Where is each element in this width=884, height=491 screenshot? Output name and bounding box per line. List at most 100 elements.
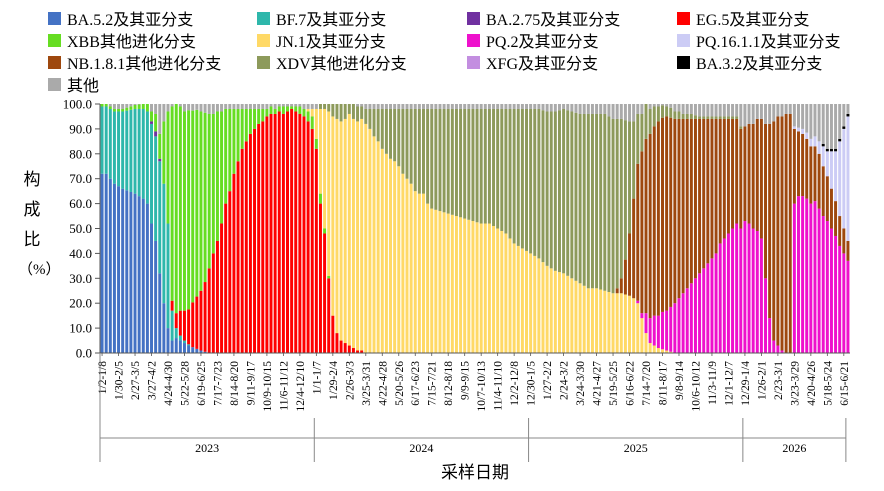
x-tick-label: 2/24-3/2: [559, 361, 571, 400]
bar-segment: [215, 240, 219, 353]
bar-segment: [434, 108, 438, 210]
bar-segment: [656, 104, 660, 107]
bar-segment: [306, 111, 310, 122]
bar-segment: [475, 222, 479, 353]
bar-segment: [813, 146, 817, 202]
bar-segment: [661, 311, 664, 350]
bar-segment: [648, 343, 652, 353]
bar-segment: [834, 235, 838, 353]
bar-segment: [702, 104, 706, 117]
bar-segment: [154, 131, 158, 137]
bar-segment: [821, 143, 825, 147]
bar-segment: [735, 223, 739, 353]
x-tick-label: 9/8-9/14: [674, 361, 686, 400]
bar-segment: [450, 108, 454, 215]
bar-segment: [656, 348, 660, 353]
bar-segment: [125, 104, 129, 108]
bar-segment: [813, 136, 817, 147]
legend-swatch: [257, 33, 270, 47]
bar-segment: [117, 104, 121, 109]
bar-segment: [714, 104, 718, 117]
bar-segment: [417, 193, 421, 353]
bar-segment: [722, 116, 726, 119]
bar-segment: [442, 108, 446, 213]
legend-swatch: [467, 55, 480, 69]
bar-segment: [314, 138, 318, 149]
bar-segment: [265, 104, 269, 109]
bar-segment: [232, 104, 236, 109]
bar-segment: [471, 104, 475, 109]
bar-segment: [516, 104, 520, 109]
bar-segment: [422, 104, 425, 109]
bar-segment: [731, 116, 735, 119]
x-tick-label: 5/19-5/25: [608, 361, 620, 406]
x-tick-label: 8/12-8/18: [443, 361, 455, 406]
bar-segment: [562, 273, 566, 353]
bar-segment: [801, 133, 805, 197]
x-tick-label: 1/30-2/5: [114, 361, 126, 400]
bar-segment: [838, 104, 842, 139]
bar-segment: [656, 121, 660, 316]
bar-segment: [673, 111, 677, 119]
bar-segment: [187, 345, 191, 353]
bar-segment: [496, 104, 500, 109]
bar-segment: [681, 113, 685, 119]
legend-label: PQ.2及其亚分支: [486, 34, 599, 51]
bar-segment: [459, 104, 463, 109]
bar-segment: [718, 104, 722, 117]
bar-segment: [323, 104, 327, 109]
bar-segment: [677, 298, 681, 353]
x-tick-label: 5/20-5/26: [394, 361, 406, 406]
bar-segment: [376, 108, 380, 142]
bar-segment: [302, 104, 306, 109]
bar-segment: [380, 108, 384, 149]
bar-segment: [545, 104, 549, 112]
bar-segment: [108, 178, 112, 353]
bar-segment: [838, 245, 842, 353]
bar-segment: [154, 136, 158, 241]
bar-segment: [422, 193, 425, 353]
x-tick-label: 9/9-9/15: [460, 361, 472, 400]
bar-segment: [302, 108, 306, 117]
bar-segment: [195, 348, 199, 353]
bar-segment: [360, 104, 364, 107]
bar-segment: [722, 238, 726, 353]
bar-segment: [541, 104, 545, 111]
bar-segment: [191, 302, 195, 348]
legend-swatch: [48, 77, 61, 91]
bar-segment: [339, 104, 343, 122]
bar-segment: [141, 198, 145, 353]
bar-segment: [549, 268, 553, 353]
bar-segment: [797, 127, 800, 132]
bar-segment: [318, 108, 322, 194]
bar-segment: [570, 104, 574, 112]
bar-segment: [178, 340, 182, 353]
bar-segment: [842, 128, 846, 229]
bar-segment: [356, 350, 360, 353]
bar-segment: [314, 108, 318, 139]
bar-segment: [533, 255, 537, 353]
bar-segment: [755, 118, 759, 231]
bar-segment: [809, 104, 813, 139]
bar-segment: [500, 230, 504, 353]
bar-segment: [710, 116, 714, 119]
bar-segment: [178, 106, 182, 311]
bar-segment: [669, 104, 673, 108]
bar-segment: [232, 173, 236, 353]
y-tick-label: 20.0: [69, 296, 92, 311]
bar-segment: [735, 104, 739, 117]
bar-segment: [529, 253, 533, 353]
bar-segment: [236, 108, 240, 162]
bar-segment: [673, 104, 677, 112]
bar-segment: [133, 104, 137, 105]
bar-segment: [108, 104, 112, 107]
bar-segment: [693, 278, 697, 353]
bar-segment: [454, 104, 458, 109]
bar-segment: [162, 183, 166, 304]
bar-segment: [191, 110, 195, 303]
bar-segment: [619, 278, 623, 294]
bar-segment: [405, 104, 409, 109]
legend-swatch: [677, 11, 690, 25]
bar-segment: [438, 211, 442, 353]
bar-segment: [356, 121, 360, 351]
